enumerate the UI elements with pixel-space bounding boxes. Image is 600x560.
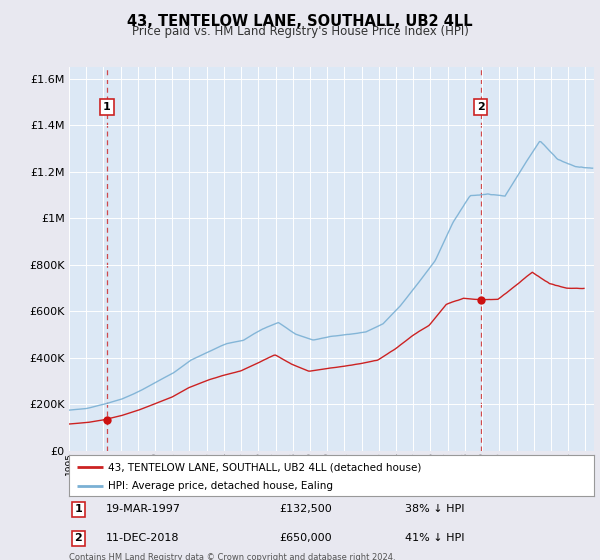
- Text: 38% ↓ HPI: 38% ↓ HPI: [405, 505, 464, 514]
- Text: 43, TENTELOW LANE, SOUTHALL, UB2 4LL (detached house): 43, TENTELOW LANE, SOUTHALL, UB2 4LL (de…: [109, 463, 422, 473]
- Text: 43, TENTELOW LANE, SOUTHALL, UB2 4LL: 43, TENTELOW LANE, SOUTHALL, UB2 4LL: [127, 14, 473, 29]
- Text: 2: 2: [477, 102, 485, 112]
- Text: Contains HM Land Registry data © Crown copyright and database right 2024.
This d: Contains HM Land Registry data © Crown c…: [69, 553, 395, 560]
- Text: 2: 2: [74, 534, 82, 543]
- Text: £650,000: £650,000: [279, 534, 332, 543]
- Text: 41% ↓ HPI: 41% ↓ HPI: [405, 534, 464, 543]
- Text: Price paid vs. HM Land Registry's House Price Index (HPI): Price paid vs. HM Land Registry's House …: [131, 25, 469, 38]
- Text: 1: 1: [74, 505, 82, 514]
- Text: 1: 1: [103, 102, 111, 112]
- Text: 11-DEC-2018: 11-DEC-2018: [106, 534, 179, 543]
- Text: £132,500: £132,500: [279, 505, 332, 514]
- Text: HPI: Average price, detached house, Ealing: HPI: Average price, detached house, Eali…: [109, 480, 334, 491]
- Text: 19-MAR-1997: 19-MAR-1997: [106, 505, 181, 514]
